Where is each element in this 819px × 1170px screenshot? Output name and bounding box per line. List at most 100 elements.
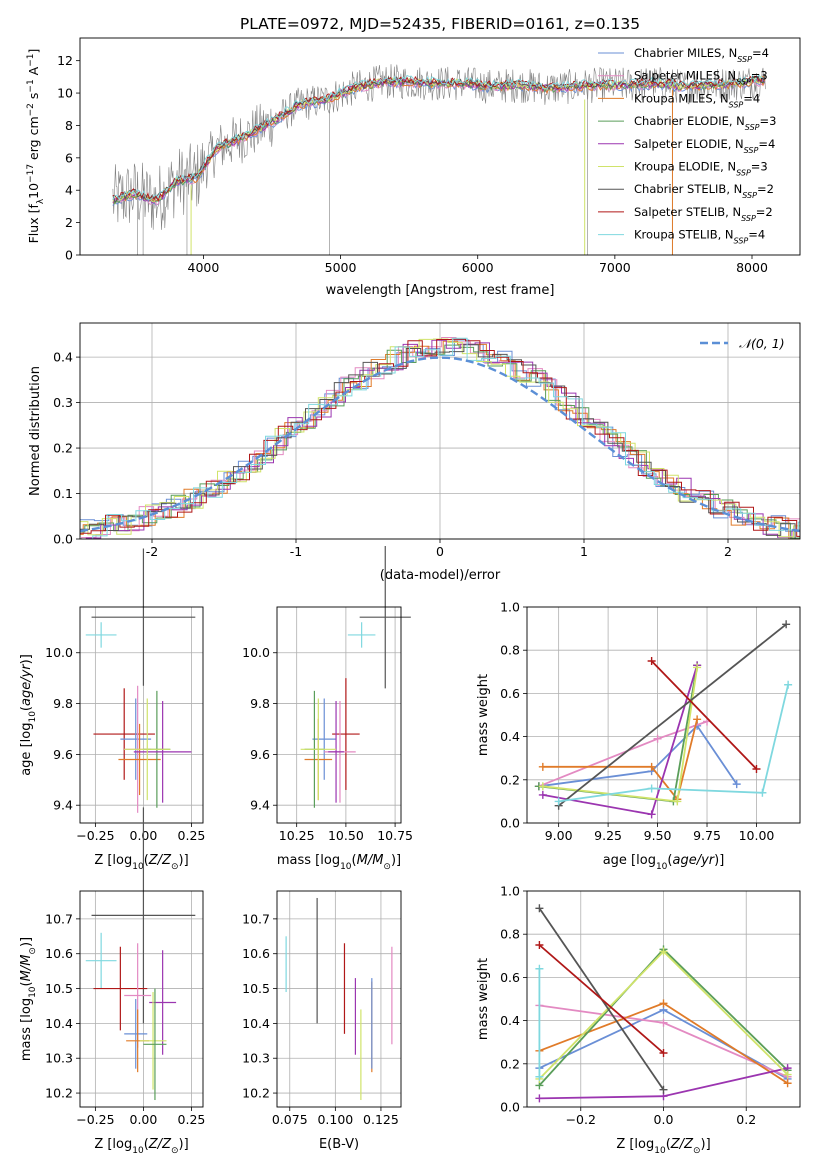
y-tick-label: 10.7 (242, 911, 270, 926)
x-axis-label: Z [log10(Z/Z⊙)] (94, 853, 188, 872)
weight-marker (647, 810, 656, 819)
plot-area (534, 620, 793, 819)
y-tick-label: 10 (57, 86, 73, 101)
x-tick-label: 0.25 (178, 828, 206, 843)
weight-marker (693, 663, 702, 672)
y-tick-label: 10.5 (45, 981, 73, 996)
y-tick-label: 9.8 (53, 696, 73, 711)
residual-histogram (80, 337, 800, 539)
x-tick-label: 0.125 (363, 1112, 399, 1127)
y-tick-label: 0.0 (53, 532, 73, 547)
y-tick-label: 0.6 (500, 686, 520, 701)
y-tick-label: 0.4 (53, 350, 73, 365)
x-tick-label: −0.25 (76, 1112, 114, 1127)
axes-frame (79, 890, 204, 1108)
weight-marker (784, 680, 793, 689)
weight-marker (535, 904, 544, 913)
x-tick-label: 0.075 (272, 1112, 308, 1127)
weight-marker (752, 765, 761, 773)
axes-mass-vs-Z: −0.25 0.00 0.25 10.2 10.3 10.4 10.5 10.6 10.7 Z [… (19, 807, 205, 1156)
x-tick-label: −0.25 (76, 828, 114, 843)
legend-label: Salpeter ELODIE, NSSP=4 (634, 137, 775, 155)
legend-label: Chabrier ELODIE, NSSP=3 (634, 114, 776, 132)
residual-histogram (80, 340, 800, 539)
x-tick-label: −0.2 (566, 1112, 596, 1127)
x-axis-label: (data-model)/error (380, 568, 501, 583)
y-tick-label: 10.2 (45, 1086, 73, 1101)
x-tick-label: 4000 (188, 260, 220, 275)
y-tick-label: 9.4 (53, 798, 73, 813)
x-tick-label: -2 (146, 544, 158, 559)
legend-label: Kroupa MILES, NSSP=4 (634, 91, 760, 109)
y-tick-label: 0.2 (500, 1056, 520, 1071)
x-tick-label: 10.75 (377, 828, 413, 843)
axes-mass-vs-EBV: 0.075 0.100 0.125 10.2 10.3 10.4 10.5 10.6 10.7 E… (242, 890, 402, 1152)
y-tick-label: 9.8 (250, 696, 270, 711)
x-tick-label: 0.2 (736, 1112, 756, 1127)
plot-area (85, 807, 196, 1101)
weight-marker (538, 782, 547, 791)
weight-marker (659, 1018, 668, 1027)
legend-label: Chabrier MILES, NSSP=4 (634, 46, 769, 64)
residual-histogram (85, 339, 800, 539)
y-tick-label: 10.6 (45, 946, 73, 961)
y-axis-label: Normed distribution (28, 366, 43, 496)
weight-line (558, 684, 789, 803)
weight-marker (659, 999, 668, 1008)
y-tick-label: 6 (65, 150, 73, 165)
y-tick-label: 0.8 (500, 643, 520, 658)
axes-frame (79, 606, 204, 824)
y-axis-label: mass weight (476, 958, 491, 1040)
axes-frame (276, 606, 402, 824)
y-tick-label: 0.4 (500, 729, 520, 744)
weight-marker (758, 788, 767, 797)
y-tick-label: 0.0 (500, 816, 520, 831)
plot-area (112, 64, 766, 255)
x-tick-label: 10.25 (279, 828, 315, 843)
y-tick-label: 1.0 (500, 600, 520, 615)
x-tick-label: 0.25 (178, 1112, 206, 1127)
y-tick-label: 0.3 (53, 395, 73, 410)
weight-marker (535, 964, 544, 973)
x-axis-label: Z [log10(Z/Z⊙)] (616, 1137, 710, 1156)
weight-marker (659, 1049, 668, 1057)
plot-area (80, 337, 800, 539)
y-tick-label: 0.2 (53, 441, 73, 456)
x-tick-label: 2 (724, 544, 732, 559)
x-tick-label: -1 (290, 544, 302, 559)
y-tick-label: 0 (65, 248, 73, 263)
axes-spectrum: 4000 5000 6000 7000 8000 0 2 4 6 8 10 12 Chabrier MI… (26, 37, 801, 298)
y-tick-label: 10.6 (242, 946, 270, 961)
weight-line (538, 724, 738, 788)
y-axis-label: mass [log10(M/M⊙)] (19, 937, 38, 1061)
x-tick-label: 10.00 (739, 828, 775, 843)
y-tick-label: 0.0 (500, 1100, 520, 1115)
axes-frame (79, 322, 801, 540)
weight-line (558, 623, 787, 807)
residual-histogram (80, 338, 800, 537)
plot-area (535, 904, 792, 1103)
x-tick-label: 0.00 (130, 1112, 158, 1127)
x-tick-label: 10.50 (328, 828, 364, 843)
weight-line (542, 719, 698, 802)
y-tick-label: 10.4 (242, 1016, 270, 1031)
axes-residuals: -2 -1 0 1 2 0.0 0.1 0.2 0.3 0.4 𝒩(0, 1) (data-model… (28, 322, 801, 583)
x-axis-label: mass [log10(M/M⊙)] (277, 853, 401, 872)
y-tick-label: 9.6 (250, 747, 270, 762)
weight-marker (693, 715, 702, 724)
y-tick-label: 10.0 (242, 645, 270, 660)
y-axis-label: mass weight (476, 674, 491, 756)
weight-marker (659, 1085, 668, 1094)
x-tick-label: 7000 (599, 260, 631, 275)
weight-marker (538, 790, 547, 799)
y-axis-label: age [log10(age/yr)] (19, 654, 38, 776)
y-tick-label: 10.4 (45, 1016, 73, 1031)
weight-marker (653, 734, 662, 743)
x-axis-label: wavelength [Angstrom, rest frame] (326, 283, 555, 298)
x-axis-label: Z [log10(Z/Z⊙)] (94, 1137, 188, 1156)
model-spectrum (112, 75, 766, 203)
y-tick-label: 8 (65, 118, 73, 133)
y-tick-label: 10.2 (242, 1086, 270, 1101)
y-tick-label: 10.5 (242, 981, 270, 996)
